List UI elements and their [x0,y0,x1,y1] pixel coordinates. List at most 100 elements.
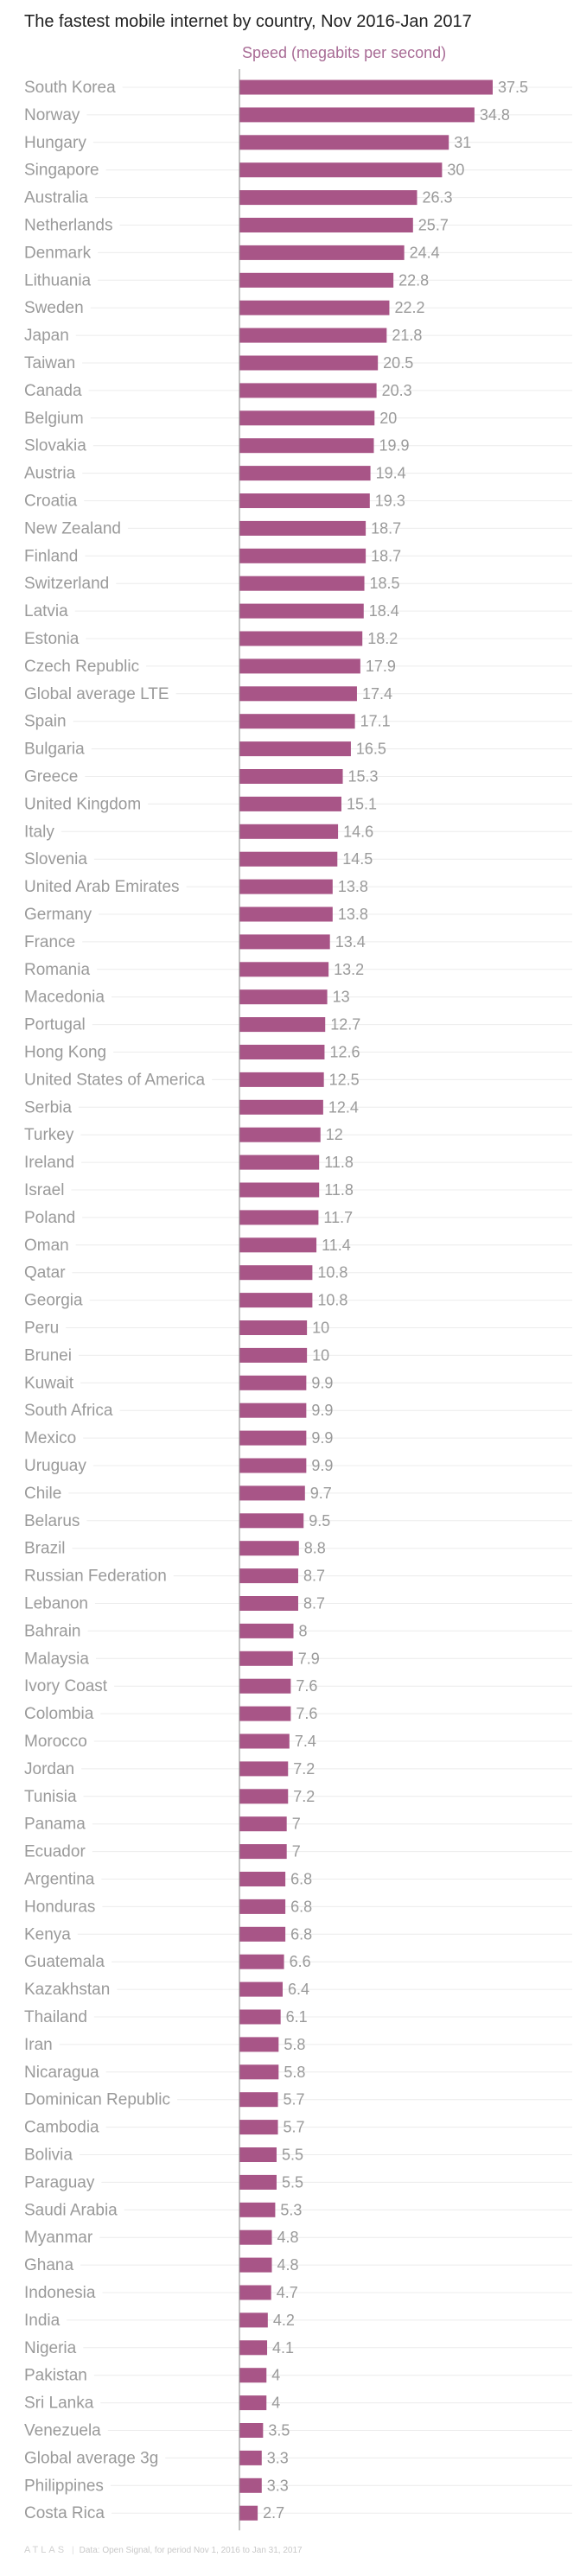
category-label: Japan [24,327,69,345]
value-label: 9.7 [310,1485,332,1502]
value-label: 12 [326,1126,343,1143]
value-label: 31 [454,134,471,151]
category-label: Estonia [24,630,80,648]
bar [239,162,443,178]
category-label: United Kingdom [24,795,141,813]
bar [239,631,363,646]
bar [239,2423,264,2438]
bar [239,2174,277,2190]
value-label: 15.3 [348,768,379,786]
category-label: New Zealand [24,519,121,537]
bar [239,1127,321,1142]
bar [239,1872,286,1886]
bar [239,1099,323,1115]
category-label: Myanmar [24,2229,93,2247]
bar [239,906,333,922]
bar [239,2229,272,2245]
bar [239,1237,317,1253]
bar [239,1017,326,1033]
bar [239,272,394,288]
bar [239,1733,290,1749]
category-label: Panama [24,1816,86,1834]
value-label: 5.8 [284,2036,305,2053]
category-label: Poland [24,1209,75,1227]
bar [239,135,449,150]
category-label: United Arab Emirates [24,878,180,896]
bar [239,1926,286,1942]
value-label: 11.4 [322,1237,351,1254]
bar [239,2064,279,2080]
bar [239,80,493,95]
value-label: 3.3 [267,2477,289,2494]
bar [239,658,360,674]
category-label: Philippines [24,2477,104,2495]
category-label: Brunei [24,1346,72,1364]
value-label: 26.3 [422,189,452,207]
bar [239,879,333,894]
bar [239,1541,299,1556]
value-label: 22.2 [394,299,424,316]
bar [239,2009,281,2025]
category-label: Macedonia [24,989,105,1007]
bar [239,1458,307,1473]
bar [239,107,475,123]
value-label: 17.9 [366,658,396,675]
bar [239,2202,276,2217]
category-label: South Korea [24,79,116,97]
bar [239,1402,307,1418]
value-label: 5.8 [284,2064,305,2081]
bar [239,2340,268,2356]
footer: ATLAS | Data: Open Signal, for period Nov … [24,2545,303,2555]
bar [239,796,341,811]
value-label: 3.5 [268,2422,290,2439]
value-label: 9.5 [309,1512,330,1530]
bar [239,1816,287,1832]
category-label: Finland [24,547,78,565]
value-label: 5.5 [282,2147,303,2164]
category-label: Croatia [24,493,78,511]
bar [239,2450,262,2465]
category-label: Costa Rica [24,2504,105,2522]
category-label: Czech Republic [24,658,139,676]
value-label: 4.7 [277,2284,298,2301]
category-label: Canada [24,382,82,400]
value-label: 8.7 [303,1568,325,1585]
category-label: Ecuador [24,1843,86,1861]
category-label: Turkey [24,1126,74,1144]
category-label: Oman [24,1237,69,1255]
bar [239,1182,320,1198]
value-label: 10.8 [317,1292,347,1309]
category-label: Indonesia [24,2284,96,2302]
value-label: 4.1 [272,2339,294,2357]
value-label: 7 [292,1843,301,1860]
category-label: France [24,933,75,951]
value-label: 19.3 [375,493,405,510]
category-label: Russian Federation [24,1568,167,1586]
category-label: Germany [24,906,92,924]
category-label: Ghana [24,2256,73,2274]
value-label: 7.2 [293,1788,315,1805]
value-label: 37.5 [498,79,528,96]
category-label: Bulgaria [24,741,85,759]
value-label: 6.8 [290,1925,312,1943]
bar [239,934,330,950]
bar [239,1596,298,1611]
category-label: Thailand [24,2008,87,2026]
value-label: 34.8 [480,106,510,124]
value-label: 7.4 [295,1733,316,1750]
category-label: Dominican Republic [24,2091,170,2109]
value-label: 17.1 [360,713,391,730]
bar [239,218,413,232]
value-label: 3.3 [267,2449,289,2466]
category-label: Australia [24,189,88,207]
value-label: 2.7 [263,2504,284,2522]
bar [239,2395,267,2411]
category-label: Colombia [24,1705,94,1723]
bar [239,1072,324,1087]
bar [239,300,390,315]
category-label: Kuwait [24,1374,74,1392]
chart-title: The fastest mobile internet by country, … [24,12,472,31]
category-label: Peru [24,1320,59,1338]
bar [239,1485,305,1501]
bar [239,1154,320,1170]
